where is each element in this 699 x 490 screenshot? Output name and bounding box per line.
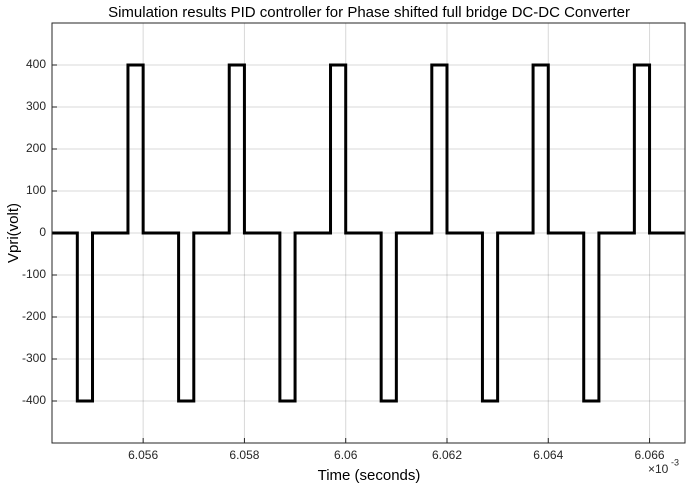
chart-title: Simulation results PID controller for Ph… <box>108 4 630 21</box>
x-tick-label: 6.06 <box>334 448 358 462</box>
y-tick-label: -200 <box>22 309 46 323</box>
y-tick-label: 400 <box>26 57 46 71</box>
data-line <box>52 63 685 403</box>
x-tick-label: 6.058 <box>229 448 259 462</box>
x-scale-base: ×10 <box>648 462 669 476</box>
y-tick-label: -100 <box>22 267 46 281</box>
y-axis-label: Vpri(volt) <box>5 203 22 263</box>
plot-frame <box>51 22 686 444</box>
y-tick-label: 0 <box>39 225 46 239</box>
y-tick-label: -400 <box>22 393 46 407</box>
y-tick-label: -300 <box>22 351 46 365</box>
y-tick-label: 200 <box>26 141 46 155</box>
y-tick-label: 100 <box>26 183 46 197</box>
x-axis-label: Time (seconds) <box>318 467 421 484</box>
x-tick-label: 6.066 <box>635 448 665 462</box>
x-scale-exponent: -3 <box>671 457 679 467</box>
y-tick-label: 300 <box>26 99 46 113</box>
x-tick-label: 6.064 <box>533 448 563 462</box>
x-tick-label: 6.062 <box>432 448 462 462</box>
x-tick-label: 6.056 <box>128 448 158 462</box>
